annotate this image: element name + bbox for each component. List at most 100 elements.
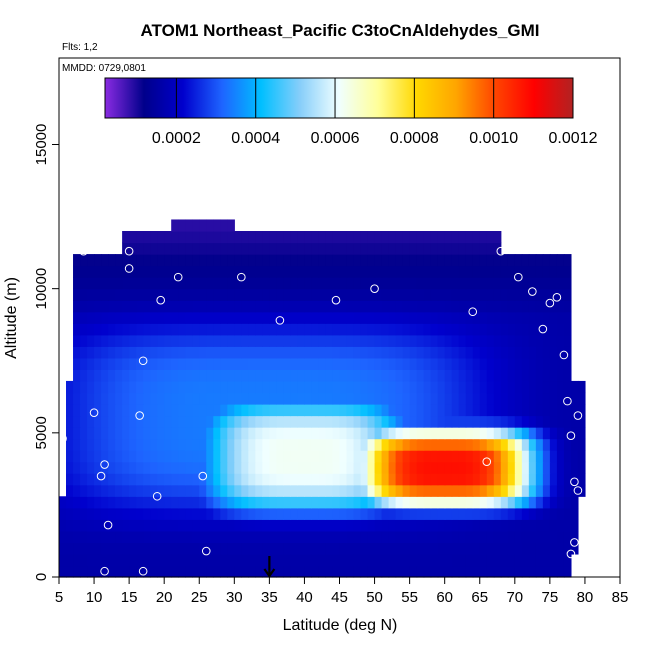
heatmap-cell [423,300,432,313]
heatmap-cell [493,496,502,509]
heatmap-cell [388,415,397,428]
heatmap-cell [101,415,109,428]
flight-point [331,295,341,305]
heatmap-cell [80,334,88,347]
heatmap-cell [381,461,390,474]
heatmap-cell [318,438,327,451]
heatmap-cell [437,242,446,255]
heatmap-cell [199,450,207,463]
heatmap-cell [129,334,137,347]
heatmap-cell [94,450,102,463]
heatmap-cell [486,484,495,497]
heatmap-cell [122,565,130,578]
heatmap-cell [374,461,383,474]
heatmap-cell [395,530,404,543]
heatmap-cell [500,484,509,497]
heatmap-cell [80,265,88,278]
heatmap-cell [535,311,544,324]
heatmap-cell [192,542,200,555]
heatmap-cell [318,254,327,267]
heatmap-cell [220,346,228,359]
heatmap-cell [185,553,193,567]
heatmap-cell [570,438,579,451]
flights-annotation: Flts: 1,2 [62,42,98,53]
heatmap-cell [73,392,81,405]
heatmap-cell [178,300,186,313]
heatmap-cell [556,369,565,382]
heatmap-cell [367,473,376,486]
heatmap-cell [479,231,488,244]
heatmap-cell [430,565,439,578]
heatmap-cell [465,496,474,509]
heatmap-cell [395,346,404,359]
heatmap-cell [346,496,355,509]
heatmap-cell [59,542,67,555]
heatmap-cell [80,357,88,370]
heatmap-cell [122,369,130,382]
heatmap-cell [143,242,151,255]
heatmap-cell [276,530,284,543]
heatmap-cell [136,507,144,520]
heatmap-cell [94,553,102,567]
heatmap-cell [451,496,460,509]
heatmap-cell [80,404,88,417]
heatmap-cell [304,265,313,278]
heatmap-cell [395,311,404,324]
heatmap-cell [486,461,495,474]
heatmap-cell [353,461,362,474]
heatmap-cell [570,473,579,486]
heatmap-cell [318,380,327,394]
heatmap-cell [402,346,411,359]
heatmap-cell [465,357,474,370]
heatmap-cell [381,369,390,382]
heatmap-cell [353,380,362,394]
heatmap-cell [444,450,453,463]
heatmap-cell [220,473,228,486]
heatmap-cell [360,288,369,301]
colorbar-tick-label: 0.0012 [549,130,598,147]
heatmap-cell [367,265,376,278]
heatmap-cell [66,553,74,567]
heatmap-cell [479,438,488,451]
heatmap-cell [479,484,488,497]
heatmap-cell [276,438,284,451]
heatmap-cell [213,530,221,543]
heatmap-cell [241,231,249,244]
heatmap-cell [304,346,313,359]
heatmap-cell [521,311,530,324]
heatmap-cell [395,334,404,347]
heatmap-cell [423,369,432,382]
heatmap-cell [248,530,256,543]
heatmap-cell [458,265,467,278]
heatmap-cell [458,507,467,520]
heatmap-cell [423,288,432,301]
flight-point [58,434,67,443]
heatmap-cell [395,519,404,532]
heatmap-cell [367,438,376,451]
heatmap-cell [325,277,334,290]
heatmap-cell [423,427,432,440]
heatmap-cell [332,254,341,267]
heatmap-cell [367,323,376,336]
heatmap-cell [451,507,460,520]
heatmap-cell [395,369,404,382]
heatmap-cell [402,415,411,428]
heatmap-cell [549,461,558,474]
heatmap-cell [94,265,102,278]
heatmap-cell [563,311,572,324]
heatmap-cell [479,265,488,278]
heatmap-cell [374,346,383,359]
heatmap-cell [346,242,355,255]
heatmap-cell [437,404,446,417]
heatmap-cell [507,473,516,486]
heatmap-cell [94,484,102,497]
heatmap-cell [234,346,242,359]
heatmap-cell [325,404,334,417]
heatmap-cell [227,461,235,474]
heatmap-cell [318,450,327,463]
heatmap-cell [101,553,109,567]
heatmap-cell [283,265,292,278]
heatmap-cell [227,519,235,532]
heatmap-cell [514,519,523,532]
heatmap-cell [73,311,81,324]
